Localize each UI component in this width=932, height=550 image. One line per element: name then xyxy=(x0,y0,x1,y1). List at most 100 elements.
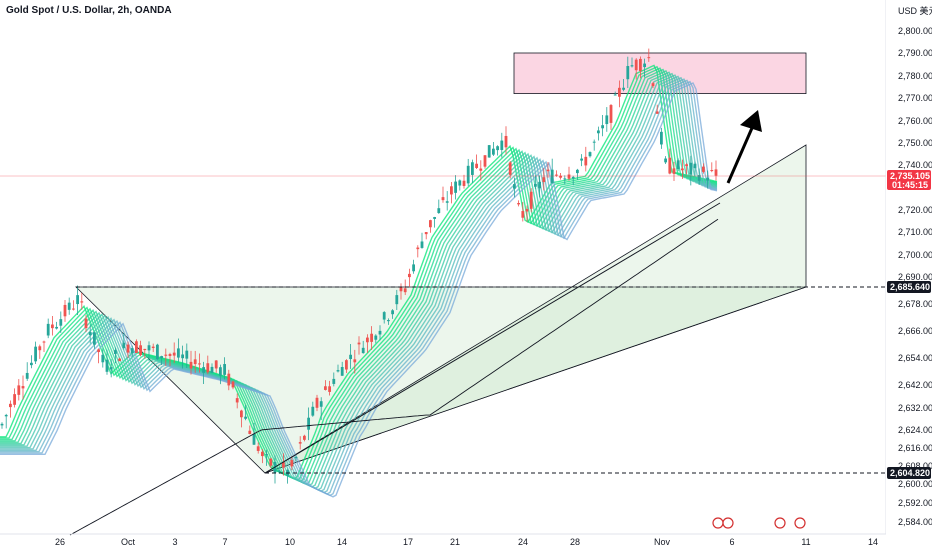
candle-body xyxy=(223,364,226,375)
candle-body xyxy=(382,312,386,320)
candle-body xyxy=(605,115,609,125)
candle-body xyxy=(210,366,214,373)
chart-title: Gold Spot / U.S. Dollar, 2h, OANDA xyxy=(6,5,172,16)
candle-body xyxy=(563,178,567,180)
candle-body xyxy=(88,331,92,336)
countdown-value: 01:45:15 xyxy=(892,180,928,190)
candle-body xyxy=(151,346,155,349)
candle-body xyxy=(4,414,8,417)
candle-body xyxy=(697,175,701,181)
candle-body xyxy=(30,362,33,366)
x-tick-label: Nov xyxy=(654,537,671,547)
event-flag-icon xyxy=(774,517,786,529)
candle-body xyxy=(592,141,596,143)
candle-body xyxy=(135,341,138,354)
candle-body xyxy=(168,354,172,356)
candle-body xyxy=(660,131,663,145)
candle-body xyxy=(328,386,331,392)
y-tick-label: 2,780.000 xyxy=(898,71,932,81)
candle-body xyxy=(13,394,16,405)
y-tick-label: 2,666.000 xyxy=(898,326,932,336)
ribbon-band xyxy=(0,67,718,483)
x-tick-label: 14 xyxy=(868,537,878,547)
candle-body xyxy=(471,162,474,175)
candle-body xyxy=(315,397,319,408)
candle-body xyxy=(647,57,651,59)
candle-body xyxy=(72,308,75,310)
candle-body xyxy=(17,385,21,395)
candle-body xyxy=(185,350,189,359)
candle-body xyxy=(626,66,630,80)
candle-body xyxy=(298,442,302,444)
candle-body xyxy=(433,217,436,219)
ribbon-band xyxy=(0,76,718,492)
candle-body xyxy=(618,87,621,97)
candle-body xyxy=(437,208,441,214)
trend-line xyxy=(264,202,721,474)
y-tick-label: 2,700.000 xyxy=(898,250,932,260)
candle-body xyxy=(634,59,638,71)
y-tick-label: 2,750.000 xyxy=(898,138,932,148)
candle-body xyxy=(538,181,541,189)
candle-body xyxy=(156,344,159,360)
candle-body xyxy=(252,433,256,445)
x-tick-label: 17 xyxy=(403,537,413,547)
y-tick-label: 2,608.000 xyxy=(898,461,932,471)
annotations xyxy=(0,110,886,529)
candle-body xyxy=(38,346,42,351)
candle-body xyxy=(513,184,516,189)
candle-body xyxy=(672,168,676,174)
candle-body xyxy=(42,341,46,343)
level-upper-tag xyxy=(887,281,931,293)
candle-body xyxy=(147,345,151,351)
candle-body xyxy=(685,164,688,167)
candle-body xyxy=(609,105,613,123)
currency-label: USD 美元 xyxy=(898,5,932,16)
candle-body xyxy=(630,65,634,67)
candle-body xyxy=(492,148,495,155)
candle-body xyxy=(214,360,218,369)
trend-lines xyxy=(69,202,721,536)
candle-body xyxy=(496,146,499,151)
x-tick-label: 21 xyxy=(450,537,460,547)
candle-body xyxy=(403,288,407,293)
x-tick-label: Oct xyxy=(121,537,136,547)
candle-body xyxy=(177,348,180,358)
candle-body xyxy=(504,135,508,148)
y-tick-label: 2,790.000 xyxy=(898,48,932,58)
candle-body xyxy=(378,330,382,335)
event-flag-icon xyxy=(722,517,734,529)
candle-body xyxy=(424,232,428,235)
candle-body xyxy=(555,174,558,176)
candle-body xyxy=(639,58,642,72)
x-tick-label: 6 xyxy=(729,537,734,547)
candle-body xyxy=(483,155,487,167)
level-lower-value: 2,604.820 xyxy=(890,468,930,478)
y-tick-label: 2,642.000 xyxy=(898,380,932,390)
candle-body xyxy=(219,367,222,376)
candle-body xyxy=(118,358,121,362)
candle-body xyxy=(655,111,659,114)
candle-body xyxy=(105,359,109,372)
candle-body xyxy=(643,63,646,68)
candle-body xyxy=(55,326,58,329)
candle-body xyxy=(109,367,113,370)
candle-body xyxy=(139,345,142,355)
candle-body xyxy=(143,348,147,351)
candle-body xyxy=(702,166,705,172)
candle-body xyxy=(353,359,357,363)
current-price-value: 2,735.105 xyxy=(890,171,930,181)
candle-body xyxy=(290,460,294,467)
y-tick-label: 2,592.000 xyxy=(898,498,932,508)
candle-body xyxy=(181,354,184,359)
y-tick-label: 2,616.000 xyxy=(898,443,932,453)
candle-body xyxy=(487,145,491,158)
x-tick-label: 28 xyxy=(570,537,580,547)
price-axis: 2,800.000 2,790.000 2,780.000 2,770.000 2,76… xyxy=(885,0,932,550)
x-tick-label: 14 xyxy=(337,537,347,547)
long-ma-line xyxy=(69,218,719,536)
ribbon-band xyxy=(0,80,718,497)
ribbon-band xyxy=(0,74,718,490)
candle-body xyxy=(160,356,163,359)
